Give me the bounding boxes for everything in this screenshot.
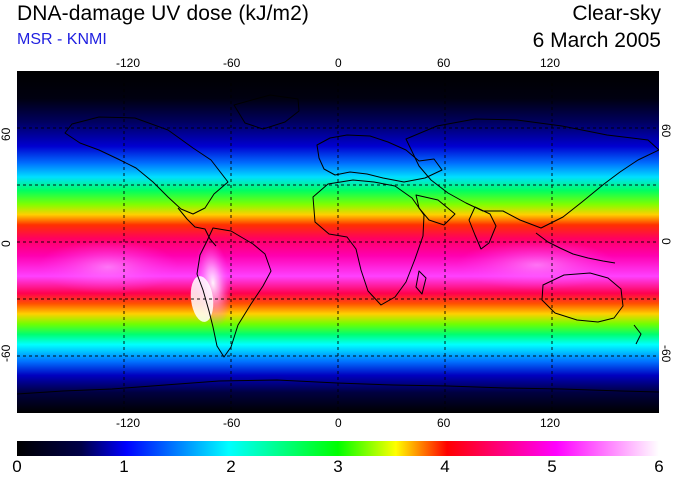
arabian-peninsula-coast bbox=[415, 194, 456, 226]
central-america-coast bbox=[177, 207, 217, 247]
uv-dose-map bbox=[17, 71, 659, 413]
colorbar-label-3: 3 bbox=[333, 457, 343, 476]
india-coast bbox=[468, 206, 497, 250]
latitude-tick-left-60: 60 bbox=[0, 127, 13, 141]
colorbar-label-5: 5 bbox=[547, 457, 557, 476]
longitude-tick-bottom-neg120: -120 bbox=[116, 416, 141, 430]
pacific-uv-maximum bbox=[38, 240, 178, 294]
latitude-tick-left-neg60: -60 bbox=[0, 344, 13, 362]
map-source: MSR - KNMI bbox=[17, 31, 107, 48]
australia-coast bbox=[541, 272, 624, 323]
north-america-coast bbox=[64, 116, 229, 215]
colorbar-label-0: 0 bbox=[12, 457, 22, 476]
map-date: 6 March 2005 bbox=[532, 29, 661, 52]
longitude-tick-top-neg120: -120 bbox=[116, 56, 141, 70]
longitude-tick-bottom-60: 60 bbox=[437, 416, 451, 430]
greenland-coast bbox=[233, 94, 300, 130]
colorbar-label-6: 6 bbox=[654, 457, 664, 476]
map-title: DNA-damage UV dose (kJ/m2) bbox=[17, 2, 310, 25]
andes-white-core bbox=[190, 276, 214, 322]
longitude-tick-top-0: 0 bbox=[335, 56, 342, 70]
longitude-tick-bottom-0: 0 bbox=[335, 416, 342, 430]
latitude-tick-right-0: 0 bbox=[659, 238, 673, 245]
antarctica-coast bbox=[17, 379, 659, 395]
madagascar-coast bbox=[415, 270, 427, 295]
latitude-tick-right-neg60: -60 bbox=[659, 345, 673, 363]
uv-dose-colorbar bbox=[17, 441, 659, 456]
colorbar-label-4: 4 bbox=[440, 457, 450, 476]
map-svg bbox=[17, 71, 659, 413]
southeast-asia-islands bbox=[535, 232, 616, 264]
longitude-tick-bottom-120: 120 bbox=[540, 416, 561, 430]
latitude-tick-right-60: 60 bbox=[659, 124, 673, 138]
colorbar-label-2: 2 bbox=[226, 457, 236, 476]
asia-coast bbox=[405, 118, 659, 229]
latitude-tick-left-0: 0 bbox=[0, 240, 13, 247]
europe-coast bbox=[316, 134, 443, 183]
longitude-tick-top-60: 60 bbox=[437, 56, 451, 70]
graticule bbox=[17, 71, 659, 413]
longitude-tick-top-120: 120 bbox=[540, 56, 561, 70]
new-zealand-coast bbox=[633, 324, 642, 345]
sky-condition: Clear-sky bbox=[572, 2, 661, 25]
longitude-tick-bottom-neg60: -60 bbox=[223, 416, 241, 430]
africa-coast bbox=[312, 179, 425, 306]
longitude-tick-top-neg60: -60 bbox=[223, 56, 241, 70]
coastlines bbox=[17, 94, 659, 395]
south-america-coast bbox=[196, 227, 272, 358]
indian-ocean-uv-maximum bbox=[457, 240, 617, 290]
colorbar-label-1: 1 bbox=[119, 457, 129, 476]
